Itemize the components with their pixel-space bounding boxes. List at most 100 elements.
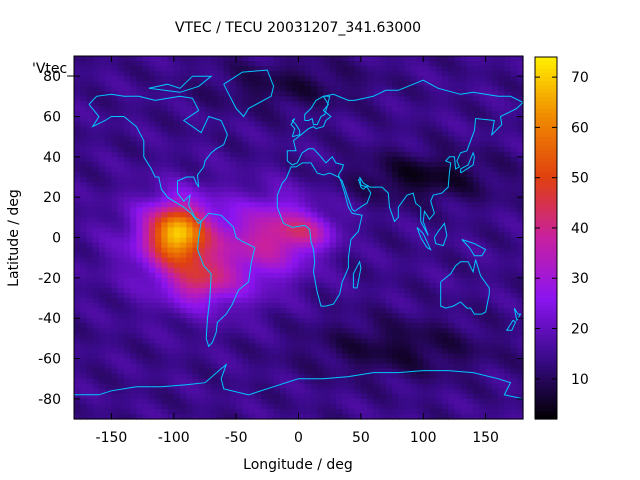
heatmap-cell [105,111,113,118]
heatmap-cell [423,96,431,102]
heatmap-cell [236,161,243,168]
heatmap-cell [86,136,94,143]
heatmap-cell [323,81,331,87]
heatmap-cell [404,267,412,274]
heatmap-cell [348,81,356,87]
heatmap-cell [236,308,243,314]
heatmap-cell [217,353,225,360]
heatmap-cell [392,247,399,254]
heatmap-cell [373,61,381,67]
heatmap-cell [423,197,431,203]
heatmap-cell [236,126,243,133]
heatmap-cell [279,353,287,360]
heatmap-cell [379,116,387,123]
heatmap-cell [254,66,262,72]
heatmap-cell [373,166,381,173]
heatmap-cell [254,353,262,360]
heatmap-cell [348,56,356,62]
heatmap-cell [117,292,125,299]
heatmap-cell [130,257,137,264]
heatmap-cell [429,262,437,269]
heatmap-cell [248,388,256,395]
heatmap-cell [229,192,237,198]
heatmap-cell [323,56,331,62]
heatmap-cell [211,187,219,193]
heatmap-cell [460,398,468,405]
heatmap-cell [211,111,219,118]
heatmap-cell [360,303,368,309]
heatmap-cell [155,61,162,67]
heatmap-cell [342,197,349,203]
heatmap-cell [404,363,412,370]
heatmap-cell [373,202,381,208]
heatmap-cell [105,328,113,334]
heatmap-cell [479,212,487,218]
heatmap-cell [298,101,306,108]
heatmap-cell [180,282,187,289]
heatmap-cell [448,353,456,360]
heatmap-cell [454,383,462,390]
heatmap-cell [454,151,462,158]
heatmap-cell [435,136,443,143]
heatmap-cell [379,212,387,218]
heatmap-cell [123,267,131,274]
heatmap-cell [273,328,281,334]
heatmap-cell [498,353,505,360]
heatmap-cell [254,212,262,218]
heatmap-cell [236,353,243,360]
heatmap-cell [441,202,449,208]
heatmap-cell [223,212,231,218]
heatmap-cell [173,373,181,380]
heatmap-cell [279,272,287,279]
heatmap-cell [180,156,187,163]
heatmap-cell [180,76,187,82]
heatmap-cell [429,363,437,370]
heatmap-cell [367,56,374,62]
heatmap-cell [279,378,287,385]
heatmap-cell [248,106,256,113]
heatmap-cell [286,398,293,405]
heatmap-cell [117,383,125,390]
heatmap-cell [292,318,300,324]
heatmap-cell [80,388,88,395]
heatmap-cell [329,388,337,395]
heatmap-cell [111,308,119,314]
heatmap-cell [80,91,88,97]
heatmap-cell [342,61,349,67]
heatmap-cell [155,282,162,289]
heatmap-cell [136,177,144,183]
heatmap-cell [105,96,113,102]
heatmap-cell [148,217,156,223]
heatmap-cell [111,363,119,370]
heatmap-cell [142,177,150,183]
heatmap-cell [186,111,194,118]
heatmap-cell [385,398,393,405]
heatmap-cell [111,277,119,284]
heatmap-cell [248,151,256,158]
heatmap-cell [111,348,119,355]
heatmap-cell [329,313,337,319]
heatmap-cell [248,187,256,193]
heatmap-cell [323,348,331,355]
heatmap-cell [435,166,443,173]
heatmap-cell [466,338,474,344]
heatmap-cell [130,116,137,123]
heatmap-cell [504,146,512,153]
heatmap-cell [180,292,187,299]
heatmap-cell [479,383,487,390]
heatmap-cell [354,237,362,244]
heatmap-cell [155,116,162,123]
heatmap-cell [491,171,499,178]
heatmap-cell [198,237,206,244]
heatmap-cell [236,61,243,67]
heatmap-cell [261,126,268,133]
heatmap-cell [74,298,81,304]
heatmap-cell [323,161,331,168]
heatmap-cell [404,298,412,304]
heatmap-cell [217,116,225,123]
heatmap-cell [74,252,81,259]
heatmap-cell [180,323,187,329]
heatmap-cell [130,403,137,410]
heatmap-cell [360,192,368,198]
heatmap-cell [498,252,505,259]
